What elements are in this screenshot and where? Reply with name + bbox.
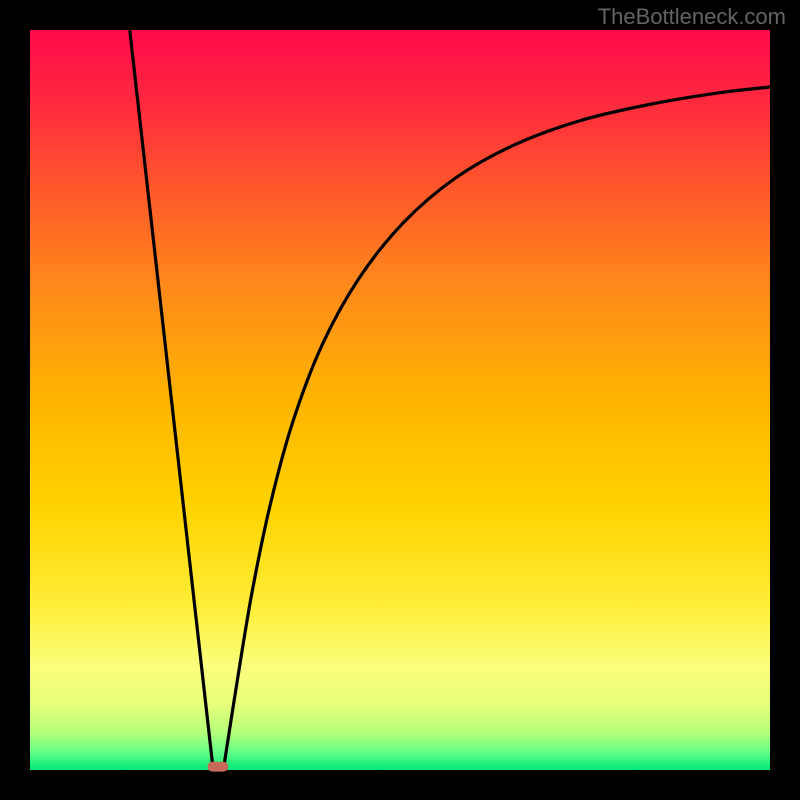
bottleneck-chart [0, 0, 800, 800]
watermark-text: TheBottleneck.com [598, 4, 786, 30]
optimal-marker [208, 762, 228, 771]
chart-frame: TheBottleneck.com [0, 0, 800, 800]
